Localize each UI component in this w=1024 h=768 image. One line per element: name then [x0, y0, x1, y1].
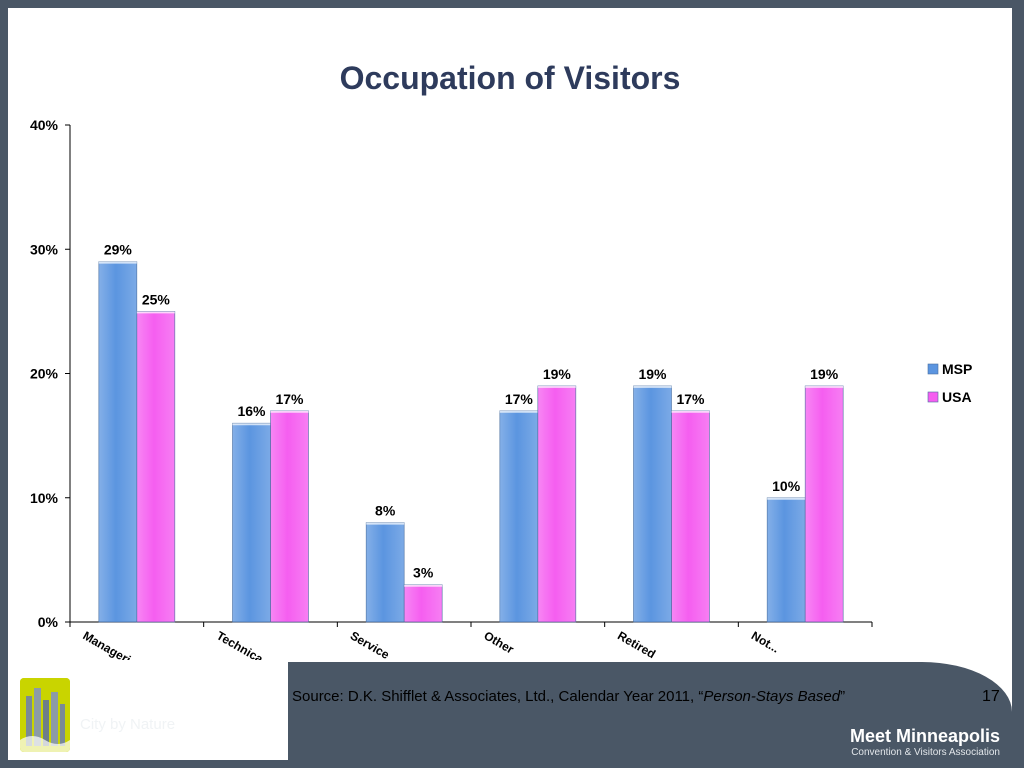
- org-name: Meet Minneapolis: [849, 726, 1000, 746]
- bar-msp: [633, 385, 672, 623]
- x-category-label: Service: [348, 628, 392, 662]
- data-label: 10%: [772, 478, 801, 494]
- skyline-logo-icon: [20, 678, 70, 752]
- source-suffix: ”: [840, 688, 846, 705]
- bar-usa: [804, 385, 844, 623]
- data-label: 17%: [676, 391, 705, 407]
- data-label: 3%: [413, 565, 434, 581]
- y-tick-label: 30%: [30, 241, 59, 257]
- legend-swatch-usa: [927, 391, 939, 403]
- data-label: 8%: [375, 503, 396, 519]
- legend-swatch-msp: [927, 363, 939, 375]
- data-label: 29%: [104, 242, 133, 258]
- data-label: 17%: [505, 391, 534, 407]
- slide: Occupation of Visitors 0% 10% 20% 30% 40% 29%…: [8, 8, 1012, 760]
- bar-usa: [136, 311, 176, 623]
- page-number: 17: [982, 688, 1000, 705]
- data-label: 19%: [543, 366, 572, 382]
- y-tick-label: 20%: [30, 366, 59, 382]
- data-label: 17%: [275, 391, 304, 407]
- legend-label-usa: USA: [942, 389, 972, 405]
- bar-msp: [499, 410, 539, 623]
- org-subtitle: Convention & Visitors Association: [851, 747, 1000, 758]
- data-label: 19%: [638, 366, 667, 382]
- data-label: 16%: [237, 403, 266, 419]
- x-category-label: Other: [482, 628, 517, 656]
- legend-label-msp: MSP: [942, 361, 972, 377]
- y-tick-label: 10%: [30, 490, 59, 506]
- org-branding: Meet Minneapolis Convention & Visitors A…: [850, 726, 1000, 758]
- bar-usa: [671, 410, 710, 623]
- logo-tagline: City by Nature: [80, 716, 176, 733]
- bar-chart: 0%10%20%30%40%29%25%Manageri...16%17%Tec…: [30, 117, 972, 668]
- y-tick-label: 0%: [38, 614, 59, 630]
- bar-msp: [365, 522, 405, 623]
- bar-usa: [537, 385, 577, 623]
- x-category-label: Retired: [615, 628, 658, 661]
- x-category-label: Not...: [749, 628, 782, 655]
- bar-usa: [403, 584, 443, 623]
- source-prefix: Source: D.K. Shifflet & Associates, Ltd.…: [292, 688, 704, 705]
- source-citation: Source: D.K. Shifflet & Associates, Ltd.…: [292, 688, 845, 705]
- logo-wordmark: Minneapolis City by Nature: [80, 680, 271, 734]
- data-label: 19%: [810, 366, 839, 382]
- chart-title: Occupation of Visitors: [339, 60, 681, 96]
- bar-msp: [766, 497, 806, 623]
- bar-usa: [270, 410, 309, 623]
- bar-msp: [98, 261, 138, 623]
- bar-msp: [232, 422, 271, 623]
- logo-name: Minneapolis: [80, 679, 271, 717]
- data-label: 25%: [142, 291, 171, 307]
- y-tick-label: 40%: [30, 117, 59, 133]
- source-italic: Person-Stays Based: [703, 688, 841, 705]
